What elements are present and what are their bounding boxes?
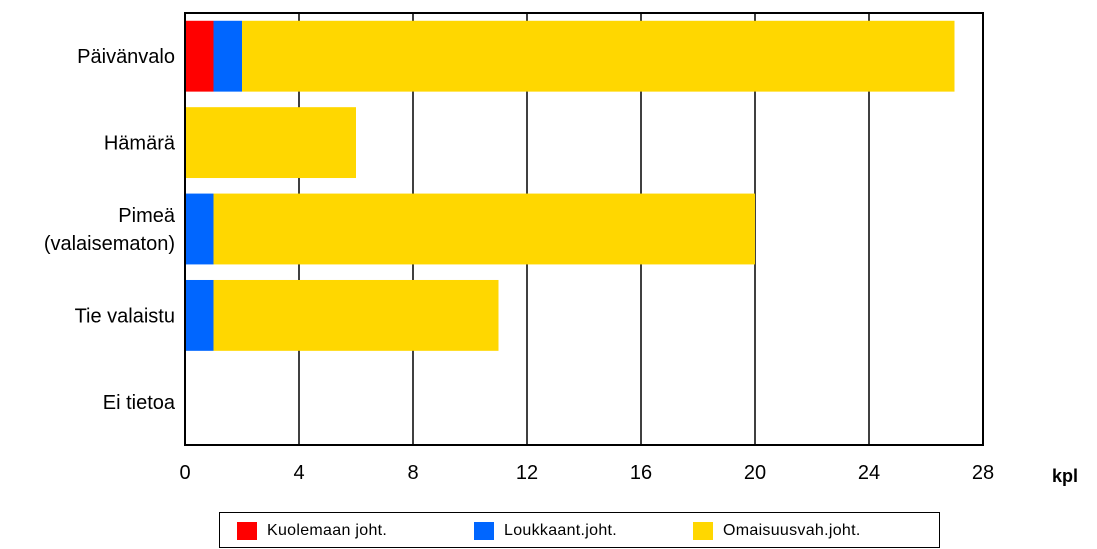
category-label: Tie valaistu [75,305,175,327]
bar-segment [242,20,955,92]
legend-label: Omaisuusvah.joht. [723,522,861,539]
category-label: Ei tietoa [103,392,176,414]
category-label: Pimeä (valaisematon) [44,205,176,255]
x-tick-label: 8 [407,462,418,484]
legend-label: Kuolemaan joht. [267,522,388,539]
bar-segment [185,279,214,351]
bar-segment [213,193,755,265]
x-unit-label: kpl [1052,466,1078,486]
legend-item-omaisuusvah: Omaisuusvah.joht. [693,522,861,540]
legend-swatch-yellow [693,522,713,540]
legend-item-kuolemaan: Kuolemaan joht. [237,522,387,540]
bar-segment [185,193,214,265]
x-tick-label: 16 [630,462,652,484]
legend-item-loukkaant: Loukkaant.joht. [474,522,617,540]
bar-segment [213,20,242,92]
x-tick-label: 20 [744,462,766,484]
x-tick-label: 28 [972,462,994,484]
x-tick-label: 24 [858,462,880,484]
x-tick-labels: 0 4 8 12 16 20 24 28 [179,462,994,484]
plot-frame [184,12,984,446]
category-label: Päivänvalo [77,46,175,68]
legend-swatch-red [237,522,257,540]
category-labels: Päivänvalo Hämärä Pimeä (valaisematon) Tie v… [44,46,176,414]
bar-segment [185,107,356,179]
bar-segment [185,20,214,92]
legend: Kuolemaan joht. Loukkaant.joht. Omaisuus… [219,512,940,548]
x-tick-label: 4 [293,462,304,484]
bar-segment [213,279,499,351]
bars [185,20,955,351]
legend-swatch-blue [474,522,494,540]
legend-label: Loukkaant.joht. [504,522,618,539]
category-label: Hämärä [104,133,176,155]
x-tick-label: 12 [516,462,538,484]
x-tick-label: 0 [179,462,190,484]
